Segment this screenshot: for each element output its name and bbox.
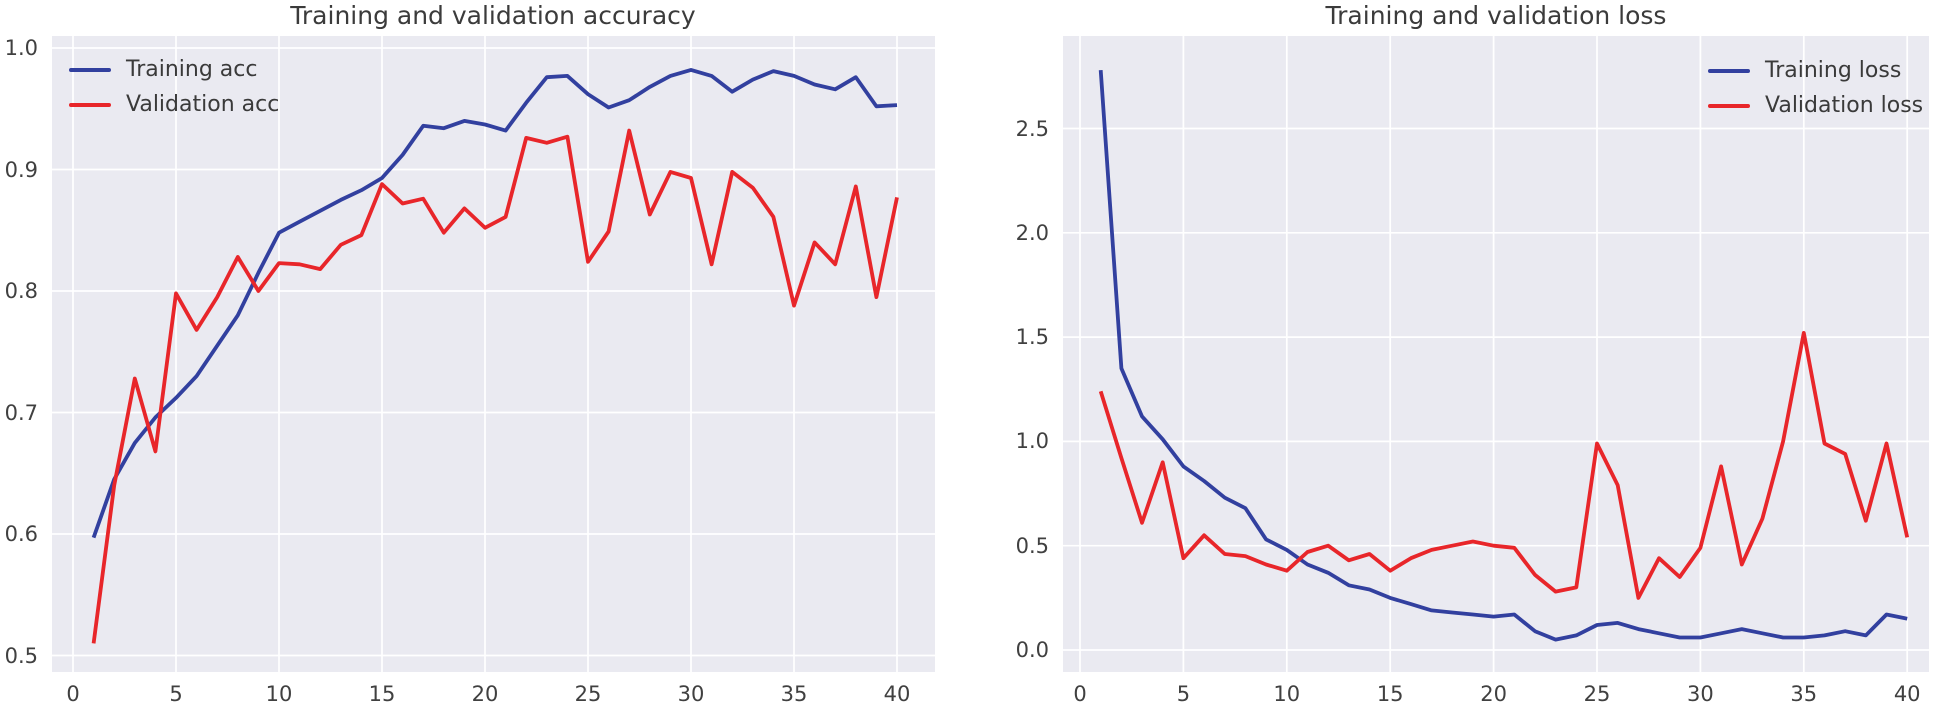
y-tick-label: 1.0 [4,36,38,60]
x-tick-label: 35 [780,682,808,706]
training-acc-line-swatch [69,67,111,72]
x-tick-label: 30 [677,682,705,706]
y-tick-label: 1.0 [1015,429,1049,454]
y-tick-label: 0.0 [1015,638,1049,662]
y-tick-label: 0.9 [4,157,38,182]
legend-label: Training loss [1765,58,1902,83]
x-tick-label: 0 [1073,682,1087,706]
y-tick-label: 0.6 [4,522,38,546]
y-tick-label: 0.5 [4,643,38,668]
x-tick-label: 40 [883,682,911,706]
y-tick-label: 1.5 [1015,325,1049,350]
legend-item-validation-loss: Validation loss [1708,88,1923,123]
x-tick-label: 20 [1480,682,1507,706]
loss-chart-title: Training and validation loss [1325,1,1667,30]
x-tick-label: 10 [265,682,293,706]
plot-area-loss [1063,36,1929,672]
x-tick-label: 20 [471,682,499,706]
accuracy-legend: Training acc Validation acc [69,52,279,122]
x-tick-label: 25 [1583,682,1611,706]
accuracy-chart-title: Training and validation accuracy [290,1,696,30]
validation-loss-line-swatch [1708,103,1750,108]
y-tick-label: 0.5 [1015,533,1049,558]
legend-item-validation-acc: Validation acc [69,87,279,122]
legend-label: Validation loss [1765,93,1924,118]
legend-label: Validation acc [126,92,280,117]
x-tick-label: 5 [1176,682,1191,706]
training-acc-line [91,68,898,539]
x-tick-label: 40 [1893,682,1921,706]
x-tick-label: 0 [66,682,80,706]
validation-loss-line [1098,330,1910,600]
training-loss-line [1098,69,1908,642]
x-tick-label: 35 [1790,682,1818,706]
x-tick-label: 15 [1376,682,1404,706]
x-tick-label: 10 [1273,682,1301,706]
plot-area-accuracy [52,36,935,672]
x-tick-label: 25 [574,682,602,706]
y-tick-label: 0.7 [4,400,38,425]
x-tick-label: 5 [169,682,183,706]
validation-acc-line-swatch [69,102,111,107]
y-tick-label: 2.0 [1015,220,1049,245]
legend-item-training-acc: Training acc [69,52,279,87]
y-tick-label: 0.8 [4,279,38,303]
loss-legend: Training loss Validation loss [1708,53,1923,123]
x-tick-label: 30 [1687,682,1714,706]
legend-label: Training acc [126,57,258,82]
training-loss-line-swatch [1708,68,1750,73]
x-tick-label: 15 [368,682,396,706]
legend-item-training-loss: Training loss [1708,53,1923,88]
y-tick-label: 2.5 [1015,116,1049,141]
validation-acc-line [91,128,899,644]
